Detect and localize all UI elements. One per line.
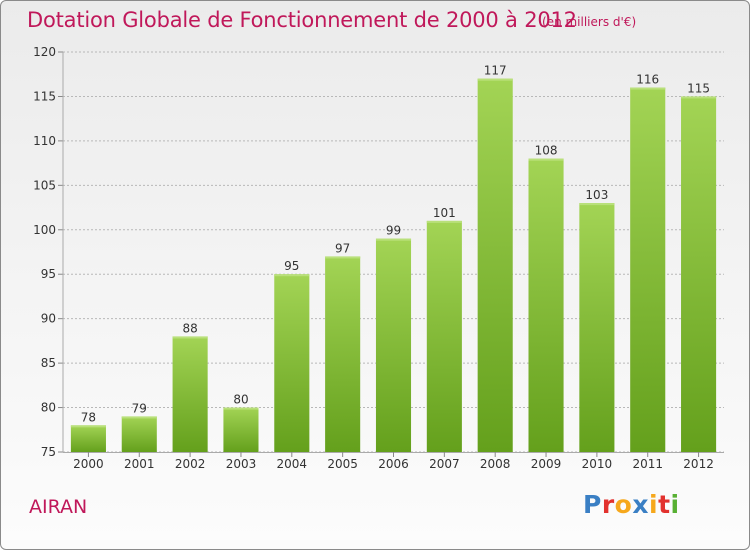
bar [375, 238, 412, 452]
x-tick-label: 2009 [531, 457, 562, 471]
bar-cap [579, 203, 615, 206]
place-name: AIRAN [29, 496, 88, 518]
logo-letter: o [614, 490, 633, 519]
x-tick-label: 2004 [277, 457, 308, 471]
data-label: 101 [433, 206, 456, 220]
bar-cap [528, 158, 564, 161]
logo-letter: t [658, 490, 671, 519]
bar [70, 425, 106, 452]
bar-cap [223, 407, 259, 410]
bars [70, 78, 717, 453]
bar [172, 336, 208, 452]
y-tick-label: 120 [33, 45, 56, 59]
data-label: 116 [636, 73, 659, 87]
bar [477, 78, 513, 453]
x-tick-label: 2008 [480, 457, 511, 471]
x-tick-label: 2000 [73, 457, 104, 471]
proxiti-logo[interactable]: Proxiti [583, 490, 680, 519]
y-tick-label: 75 [41, 445, 56, 459]
data-label: 108 [535, 144, 558, 158]
y-tick-label: 110 [33, 134, 56, 148]
bar [121, 416, 157, 452]
y-tick-label: 105 [33, 178, 56, 192]
bar-cap [375, 238, 412, 241]
x-tick-label: 2005 [327, 457, 358, 471]
bar-cap [630, 87, 666, 90]
data-label: 115 [687, 81, 710, 95]
data-label: 95 [284, 259, 299, 273]
logo-letter: i [649, 490, 659, 519]
chart-title: Dotation Globale de Fonctionnement de 20… [27, 8, 577, 32]
x-tick-label: 2010 [582, 457, 613, 471]
bar [681, 96, 717, 452]
x-tick-label: 2001 [124, 457, 155, 471]
bar-cap [426, 220, 462, 223]
data-label: 88 [182, 321, 197, 335]
data-label: 80 [233, 393, 248, 407]
data-label: 79 [132, 401, 147, 415]
data-label: 97 [335, 241, 350, 255]
bar [426, 220, 462, 452]
logo-letter: x [632, 490, 649, 519]
y-tick-label: 85 [41, 356, 56, 370]
bar-cap [172, 336, 208, 339]
y-tick-label: 115 [33, 89, 56, 103]
bar [325, 256, 361, 452]
data-label: 103 [585, 188, 608, 202]
bar [630, 87, 666, 453]
bar [274, 274, 310, 452]
x-tick-label: 2012 [683, 457, 714, 471]
bar [579, 203, 615, 452]
bar-cap [121, 416, 157, 419]
x-tick-label: 2007 [429, 457, 460, 471]
logo-letter: r [601, 490, 615, 519]
x-tick-label: 2003 [226, 457, 257, 471]
y-tick-label: 90 [41, 312, 56, 326]
logo-letter: i [670, 490, 680, 519]
bar [528, 158, 564, 452]
bar-cap [274, 274, 310, 277]
data-label: 78 [81, 410, 96, 424]
axes: 75 80 85 90 95 100 105 110 115 120 78 2000 79 2001 88 2… [33, 45, 724, 471]
bar-cap [325, 256, 361, 259]
bar-cap [70, 425, 106, 428]
x-tick-label: 2006 [378, 457, 409, 471]
data-label: 99 [386, 224, 401, 238]
y-tick-label: 95 [41, 267, 56, 281]
logo-letter: P [583, 490, 602, 519]
x-tick-label: 2002 [175, 457, 206, 471]
y-tick-label: 100 [33, 223, 56, 237]
data-label: 117 [484, 64, 507, 78]
bar [223, 407, 259, 452]
bar-cap [681, 96, 717, 99]
bar-cap [477, 78, 513, 81]
x-tick-label: 2011 [632, 457, 663, 471]
y-tick-label: 80 [41, 401, 56, 415]
chart-subtitle: (en milliers d'€) [542, 15, 637, 29]
